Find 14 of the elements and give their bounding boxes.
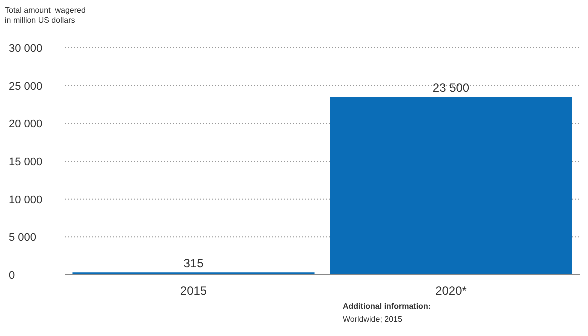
x-tick-label: 2020* <box>436 284 468 298</box>
text: Worldwide; 2015 <box>343 315 403 324</box>
y-tick-label: 0 <box>9 270 16 282</box>
y-tick-label: 25 000 <box>9 80 43 93</box>
data-label: 23 500 <box>432 81 470 96</box>
y-tick-label: 5 000 <box>9 232 37 244</box>
text: Additional information: <box>343 302 431 311</box>
y-tick-label: 15 000 <box>9 156 43 168</box>
y-tick-label: 10 000 <box>9 194 43 206</box>
x-tick-label: 2015 <box>180 284 208 298</box>
y-tick-label: 30 000 <box>9 43 43 55</box>
data-label: 315 <box>184 256 204 271</box>
y-axis-title: Total amount wagered in million US dollars <box>5 6 86 25</box>
y-tick-label: 20 000 <box>9 118 43 131</box>
